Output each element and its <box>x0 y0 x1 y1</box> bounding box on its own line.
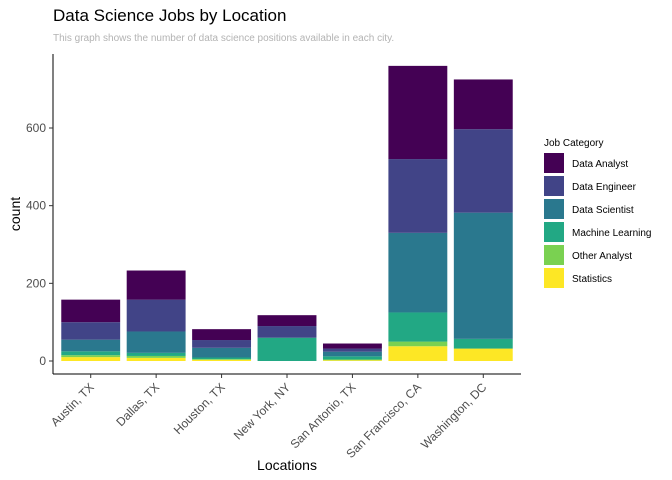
bar-segment <box>61 357 121 361</box>
x-tick-label: Dallas, TX <box>113 380 162 429</box>
bars-layer <box>61 65 513 361</box>
bar-segment <box>257 326 317 338</box>
bar-segment <box>453 348 513 361</box>
bar-segment <box>61 351 121 356</box>
bar-segment <box>388 341 448 347</box>
legend-swatch <box>544 268 564 288</box>
legend: Job Category Data Analyst Data Engineer Da… <box>544 138 652 288</box>
bar-segment <box>322 343 382 349</box>
bar-segment <box>126 270 186 300</box>
y-tick-label: 600 <box>26 121 46 135</box>
bar-segment <box>453 338 513 349</box>
y-tick-label: 0 <box>39 354 46 368</box>
bar-segment <box>322 360 382 361</box>
x-tick-label: Houston, TX <box>171 380 228 437</box>
legend-swatch <box>544 222 564 242</box>
x-axis-ticks: Austin, TX Dallas, TX Houston, TX New York,… <box>48 374 490 461</box>
bar-segment <box>192 340 252 348</box>
x-tick-label: Washington, DC <box>418 380 490 452</box>
bar-segment <box>388 232 448 313</box>
y-tick-label: 200 <box>26 276 46 290</box>
bar-segment <box>192 329 252 341</box>
bar-segment <box>61 322 121 340</box>
legend-swatch <box>544 245 564 265</box>
bar-segment <box>192 359 252 360</box>
bar-segment <box>192 347 252 358</box>
legend-swatch <box>544 199 564 219</box>
bar-segment <box>322 356 382 360</box>
bar-segment <box>257 337 317 361</box>
bar-segment <box>322 359 382 361</box>
bar-segment <box>61 339 121 352</box>
legend-swatch <box>544 176 564 196</box>
bar-segment <box>453 79 513 130</box>
bar-segment <box>126 299 186 332</box>
legend-label: Other Analyst <box>572 251 632 262</box>
bar-segment <box>126 331 186 353</box>
bar-segment <box>126 355 186 358</box>
legend-label: Data Scientist <box>572 205 634 216</box>
x-tick-label: Austin, TX <box>48 380 97 429</box>
bar-segment <box>388 159 448 233</box>
legend-swatch <box>544 153 564 173</box>
bar-segment <box>322 348 382 352</box>
bar-segment <box>388 346 448 361</box>
chart-title: Data Science Jobs by Location <box>53 6 287 25</box>
bar-segment <box>453 129 513 213</box>
x-axis-title: Locations <box>257 457 317 473</box>
legend-label: Data Engineer <box>572 182 637 193</box>
x-tick-label: San Antonio, TX <box>287 380 358 451</box>
bar-segment <box>192 359 252 361</box>
y-axis-title: count <box>7 197 23 231</box>
legend-label: Statistics <box>572 274 612 285</box>
bar-segment <box>388 65 448 160</box>
x-tick-label: New York, NY <box>231 380 293 442</box>
chart-subtitle: This graph shows the number of data scie… <box>53 33 395 44</box>
legend-label: Machine Learning <box>572 228 652 239</box>
bar-segment <box>126 352 186 356</box>
bar-segment <box>61 355 121 358</box>
bar-segment <box>388 312 448 342</box>
legend-label: Data Analyst <box>572 159 628 170</box>
y-axis-ticks: 0 200 400 600 <box>26 121 53 368</box>
bar-segment <box>192 357 252 360</box>
legend-title: Job Category <box>544 138 603 149</box>
bar-segment <box>126 357 186 361</box>
bar-segment <box>322 351 382 357</box>
bar-segment <box>61 299 121 323</box>
bar-segment <box>257 315 317 327</box>
y-tick-label: 400 <box>26 199 46 213</box>
bar-segment <box>453 212 513 339</box>
